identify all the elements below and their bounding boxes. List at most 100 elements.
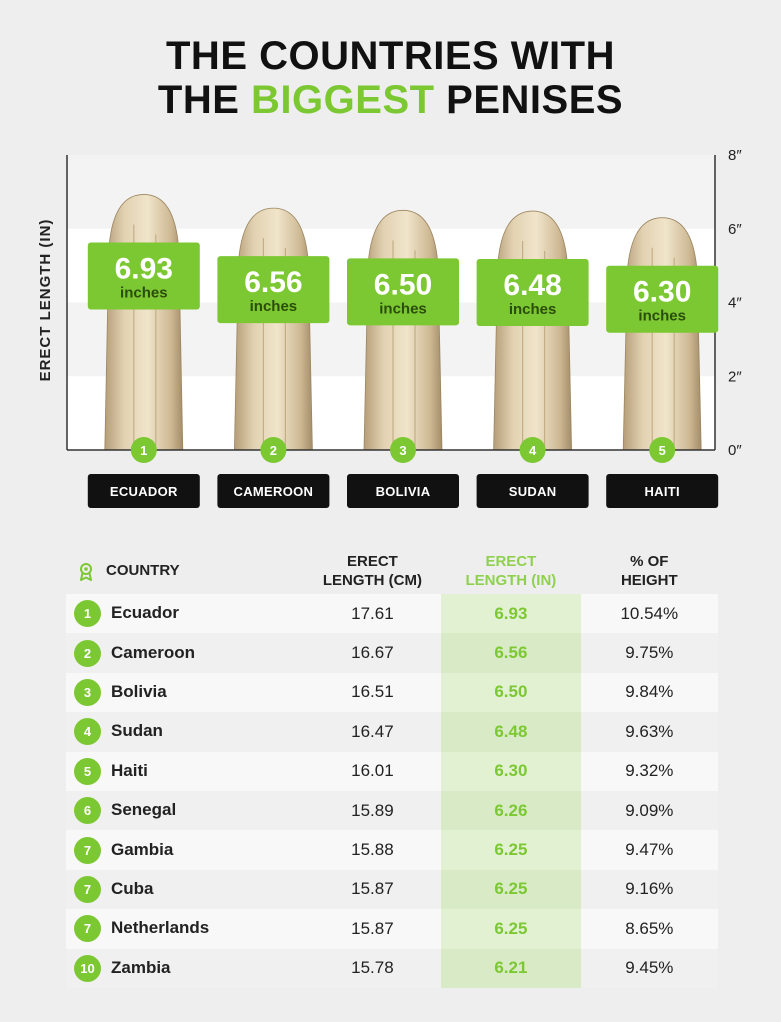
cell-in: 6.50 (441, 672, 581, 713)
header-pct-line2: HEIGHT (620, 572, 678, 589)
title-pre: THE (157, 78, 252, 122)
rank-badge: 3 (74, 678, 101, 706)
header-cm-line1: ERECT (347, 553, 398, 570)
y-tick-label: 6″ (728, 221, 742, 238)
rank-badge: 7 (74, 915, 101, 943)
header-in-line2: LENGTH (IN) (465, 572, 557, 589)
rank-badge (649, 437, 676, 463)
cell-cm: 15.87 (303, 909, 442, 949)
cell-cm: 17.61 (303, 594, 442, 634)
cell-in: 6.21 (441, 948, 581, 988)
country-name: Cuba (111, 878, 154, 898)
bar-banana (233, 207, 313, 451)
y-tick-label: 8″ (728, 147, 742, 164)
award-icon (80, 562, 92, 581)
cell-pct: 9.45% (580, 948, 718, 988)
value-box (217, 256, 330, 324)
rank-number: 1 (140, 443, 147, 458)
category-labels: ECUADOR CAMEROON BOLIVIA SUDAN HAITI (87, 474, 719, 508)
cell-cm: 16.47 (303, 712, 442, 752)
value-label: 6.56 (244, 266, 302, 299)
y-tick-label: 4″ (728, 295, 742, 312)
category-label: SUDAN (509, 484, 557, 499)
rank-badge: 5 (74, 757, 101, 785)
cell-country: 7 Gambia (66, 830, 304, 870)
country-name: Bolivia (111, 681, 167, 701)
cell-country: 6 Senegal (66, 790, 304, 831)
country-name: Gambia (111, 839, 174, 859)
rank-badge: 4 (74, 718, 101, 746)
rank-number: 4 (529, 443, 537, 458)
cell-cm: 16.01 (303, 751, 442, 791)
header-pct-line1: % OF (630, 553, 669, 570)
cell-country: 7 Cuba (66, 869, 304, 910)
rank-badge (260, 437, 287, 463)
cell-cm: 15.88 (303, 830, 442, 870)
table-row: 6 Senegal 15.89 6.26 9.09% (66, 790, 718, 831)
y-tick-labels: 0″ 2″ 4″ 6″ 8″ (728, 147, 742, 459)
rank-badge: 10 (74, 954, 101, 982)
cell-in: 6.30 (441, 751, 581, 791)
data-table: COUNTRY ERECT LENGTH (CM) ERECT LENGTH (IN… (66, 548, 718, 988)
table-row: 1 Ecuador 17.61 6.93 10.54% (66, 594, 718, 634)
cell-in: 6.56 (441, 633, 581, 673)
value-label: 6.50 (374, 268, 432, 301)
rank-number: 2 (270, 443, 277, 458)
value-label: 6.48 (503, 269, 561, 302)
rank-badge (130, 437, 157, 463)
title-line-1: THE COUNTRIES WITH (166, 34, 615, 78)
cell-pct: 9.75% (580, 633, 718, 673)
cell-pct: 9.84% (580, 672, 718, 713)
table-header-row: COUNTRY ERECT LENGTH (CM) ERECT LENGTH (IN… (66, 548, 718, 594)
category-box (87, 474, 200, 508)
category-label: BOLIVIA (376, 484, 431, 499)
rank-badge (519, 437, 546, 463)
header-country: COUNTRY (66, 548, 304, 594)
cell-country: 3 Bolivia (66, 672, 304, 713)
rank-badges: 1 2 3 4 5 (130, 437, 676, 463)
bar-banana (363, 209, 443, 451)
y-tick-label: 0″ (728, 442, 742, 459)
cell-pct: 9.09% (580, 790, 718, 831)
category-box (347, 474, 459, 508)
header-in-line1: ERECT (485, 553, 537, 570)
cell-pct: 9.16% (580, 869, 718, 910)
title-highlight: BIGGEST (251, 78, 435, 122)
cell-country: 7 Netherlands (66, 909, 304, 949)
table-row: 7 Gambia 15.88 6.25 9.47% (66, 830, 718, 870)
country-name: Zambia (111, 957, 171, 977)
value-label: 6.93 (115, 252, 173, 285)
value-unit-label: inches (120, 284, 168, 301)
category-box (606, 474, 719, 508)
table-row: 7 Cuba 15.87 6.25 9.16% (66, 869, 718, 910)
country-name: Sudan (111, 721, 163, 741)
cell-in: 6.93 (441, 594, 581, 634)
cell-pct: 9.47% (580, 830, 718, 870)
bar-banana (104, 194, 184, 451)
cell-in: 6.25 (441, 869, 581, 910)
rank-number: 5 (659, 443, 666, 458)
category-box (476, 474, 589, 508)
country-name: Senegal (111, 800, 177, 820)
rank-badge: 7 (74, 875, 101, 903)
rank-number: 3 (399, 443, 406, 458)
cell-cm: 16.51 (303, 672, 442, 713)
country-name: Cameroon (111, 642, 196, 662)
table-row: 2 Cameroon 16.67 6.56 9.75% (66, 633, 718, 673)
value-box (606, 265, 719, 333)
cell-in: 6.48 (441, 712, 581, 752)
cell-cm: 15.89 (303, 790, 442, 831)
rank-badge: 2 (74, 639, 101, 667)
header-cm: ERECT LENGTH (CM) (304, 548, 442, 594)
cell-country: 4 Sudan (66, 712, 304, 752)
value-box (347, 258, 459, 326)
cell-pct: 9.32% (580, 751, 718, 791)
value-unit-label: inches (250, 298, 298, 315)
cell-pct: 10.54% (580, 594, 718, 634)
table-row: 3 Bolivia 16.51 6.50 9.84% (66, 672, 718, 713)
cell-pct: 8.65% (580, 909, 718, 949)
y-tick-label: 2″ (728, 368, 742, 385)
cell-cm: 15.78 (303, 948, 442, 988)
cell-cm: 15.87 (303, 869, 442, 910)
